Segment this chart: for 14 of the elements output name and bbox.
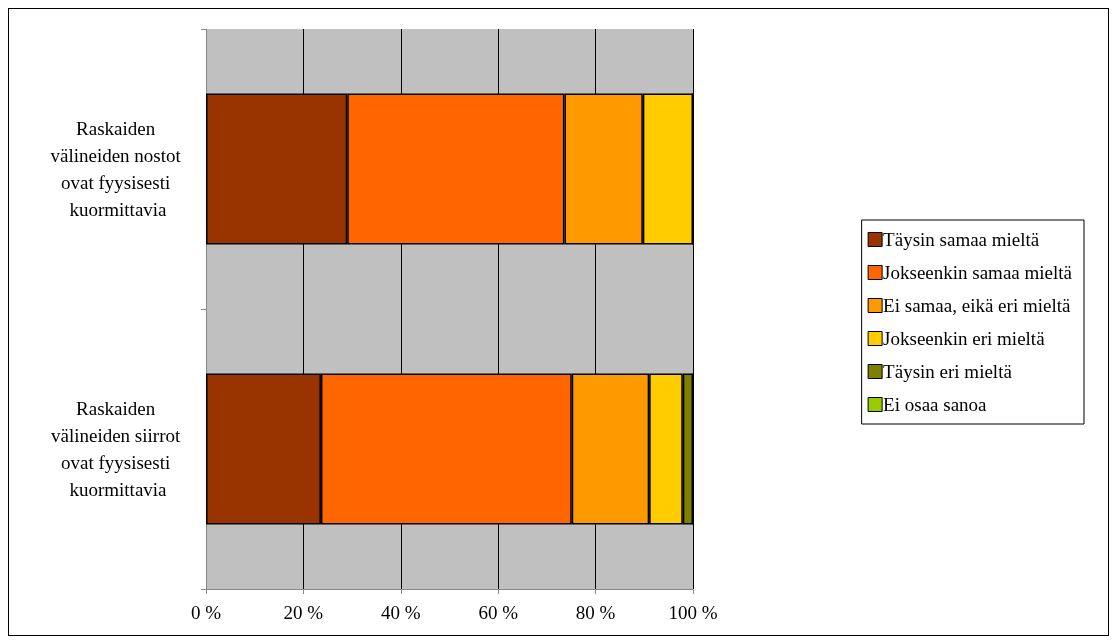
legend-label: Täysin samaa mieltä — [883, 229, 1040, 250]
x-tick-label: 0 % — [190, 602, 222, 623]
legend-label: Ei osaa sanoa — [883, 394, 988, 415]
x-tick-label: 20 % — [283, 602, 324, 623]
legend-label: Täysin eri mieltä — [883, 361, 1013, 382]
legend-label: Ei samaa, eikä eri mieltä — [883, 295, 1071, 316]
y-tick-label: Raskaiden välineiden siirrot ovat fyysisesti kuormittavia — [50, 398, 186, 500]
legend-label: Jokseenkin samaa mieltä — [883, 262, 1073, 283]
legend-label: Jokseenkin eri mieltä — [883, 328, 1046, 349]
x-tick-label: 100 % — [668, 602, 718, 623]
x-tick-label: 40 % — [381, 602, 421, 623]
x-tick-label: 80 % — [575, 602, 616, 623]
x-tick-label: 60 % — [478, 602, 519, 623]
y-tick-label: Raskaiden välineiden nostot ovat fyysisesti kuormittavia — [50, 118, 186, 220]
